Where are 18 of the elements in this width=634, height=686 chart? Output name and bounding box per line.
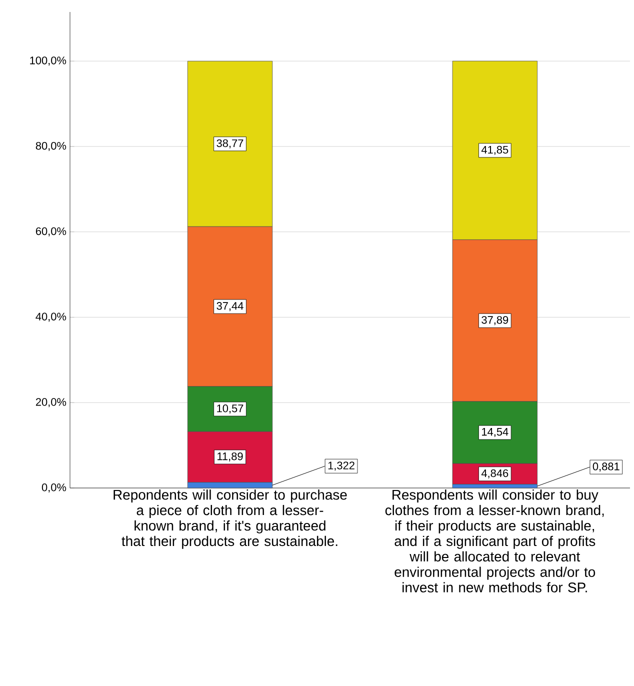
y-tick-label: 80,0% — [36, 142, 66, 151]
data-label: 4,846 — [481, 469, 508, 478]
x-tick-label: Respondents will consider to buy clothes from a lesser-known brand, if their products are sustainable, and if a significant part of profits will be allocated to relevant environmental projects and/or to invest in new methods for SP. — [385, 490, 604, 592]
data-label: 37,89 — [482, 316, 508, 326]
y-tick-label: 0,0% — [42, 483, 66, 493]
data-label: 0,881 — [592, 462, 620, 472]
y-tick-label: 40,0% — [36, 312, 66, 322]
y-tick-label: 20,0% — [36, 398, 66, 408]
data-label: 38,77 — [216, 139, 244, 148]
data-label: 14,54 — [482, 428, 508, 437]
data-label: 41,85 — [481, 146, 508, 155]
x-tick-label: Repondents will consider to purchase a piece of cloth from a lesser-known brand, if it's guaranteed that their products are sustainable. — [114, 490, 347, 549]
data-label: 37,44 — [216, 302, 244, 312]
y-tick-label: 60,0% — [36, 227, 66, 236]
data-label: 1,322 — [328, 462, 354, 471]
y-tick-label: 100,0% — [30, 56, 66, 66]
data-label: 11,89 — [218, 452, 243, 462]
data-label: 10,57 — [217, 404, 244, 414]
